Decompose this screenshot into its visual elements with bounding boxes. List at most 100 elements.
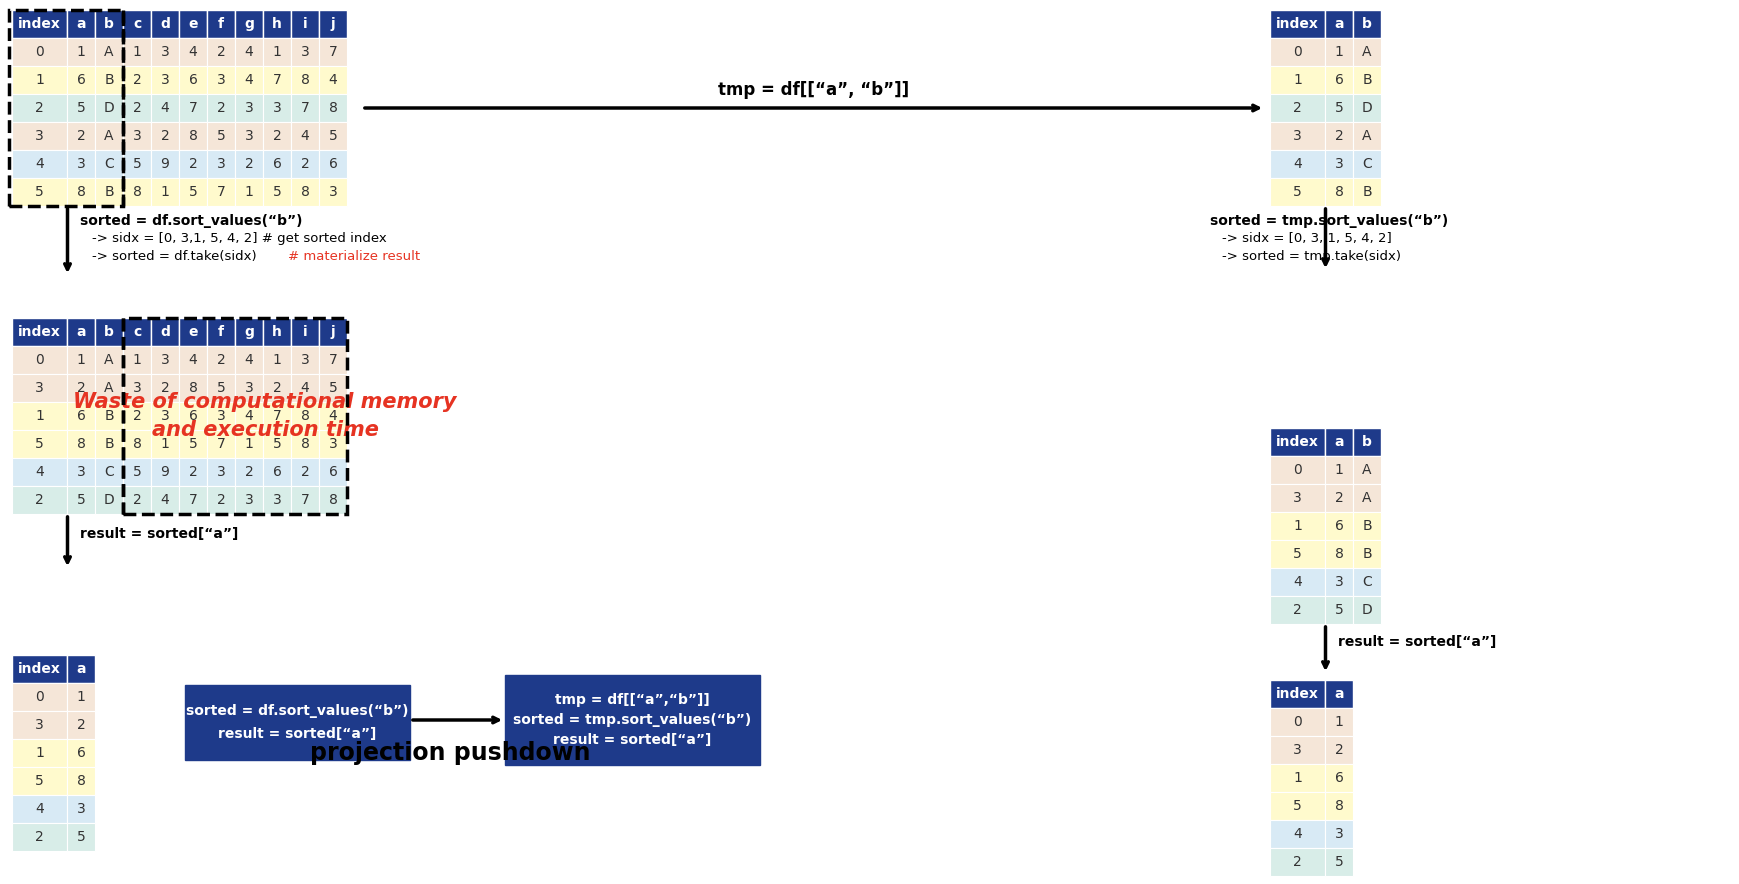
Bar (318, 38, 348, 66)
Bar (123, 94, 151, 122)
Bar (123, 346, 151, 374)
Text: 5: 5 (217, 129, 226, 143)
Text: b: b (1362, 435, 1372, 449)
Bar (184, 685, 410, 760)
Text: -> sidx = [0, 3, 1, 5, 4, 2]: -> sidx = [0, 3, 1, 5, 4, 2] (1223, 232, 1391, 245)
Bar (1353, 512, 1381, 540)
Text: a: a (1334, 687, 1344, 701)
Text: D: D (104, 493, 115, 507)
Text: 4: 4 (160, 101, 169, 115)
Bar (263, 94, 290, 122)
Text: b: b (104, 17, 115, 31)
Bar (1325, 66, 1353, 94)
Text: 4: 4 (329, 409, 337, 423)
Bar (12, 767, 68, 795)
Text: 6: 6 (188, 409, 198, 423)
Text: 3: 3 (245, 101, 254, 115)
Bar (12, 122, 68, 150)
Text: 2: 2 (35, 493, 43, 507)
Text: B: B (104, 185, 113, 199)
Bar (1325, 484, 1353, 512)
Bar (123, 150, 151, 178)
Bar (207, 402, 235, 430)
Text: 3: 3 (273, 101, 282, 115)
Text: 5: 5 (329, 129, 337, 143)
Bar (179, 38, 207, 66)
Text: 4: 4 (188, 353, 197, 367)
Text: 4: 4 (35, 802, 43, 816)
Bar (235, 402, 263, 430)
Text: index: index (17, 17, 61, 31)
Text: 8: 8 (188, 381, 198, 395)
Text: 1: 1 (77, 353, 85, 367)
Bar (12, 823, 68, 851)
Bar (1325, 150, 1353, 178)
Text: A: A (104, 129, 113, 143)
Bar (179, 66, 207, 94)
Text: 2: 2 (245, 157, 254, 171)
Bar (179, 178, 207, 206)
Text: e: e (188, 325, 198, 339)
Text: 3: 3 (132, 129, 141, 143)
Text: 2: 2 (188, 157, 197, 171)
Bar (151, 486, 179, 514)
Text: 5: 5 (77, 830, 85, 844)
Text: index: index (1276, 17, 1318, 31)
Bar (263, 150, 290, 178)
Bar (1353, 484, 1381, 512)
Text: 3: 3 (245, 381, 254, 395)
Bar (12, 318, 68, 346)
Text: 7: 7 (273, 73, 282, 87)
Bar (1353, 428, 1381, 456)
Text: D: D (1362, 101, 1372, 115)
Text: a: a (1334, 435, 1344, 449)
Bar (12, 10, 68, 38)
Text: 1: 1 (35, 73, 43, 87)
Text: 8: 8 (301, 185, 310, 199)
Text: 1: 1 (1294, 771, 1303, 785)
Bar (1269, 736, 1325, 764)
Bar (235, 486, 263, 514)
Text: 3: 3 (132, 381, 141, 395)
Bar (290, 430, 318, 458)
Text: c: c (132, 17, 141, 31)
Text: 3: 3 (77, 157, 85, 171)
Bar (12, 711, 68, 739)
Text: 2: 2 (1334, 129, 1343, 143)
Bar (207, 430, 235, 458)
Bar (207, 10, 235, 38)
Bar (123, 374, 151, 402)
Bar (1353, 10, 1381, 38)
Text: a: a (1334, 17, 1344, 31)
Bar (1325, 38, 1353, 66)
Bar (68, 486, 96, 514)
Bar (96, 486, 123, 514)
Text: 6: 6 (77, 73, 85, 87)
Bar (68, 66, 96, 94)
Bar (207, 178, 235, 206)
Text: result = sorted[“a”]: result = sorted[“a”] (219, 728, 377, 742)
Bar (318, 178, 348, 206)
Bar (207, 66, 235, 94)
Text: 8: 8 (132, 185, 141, 199)
Bar (318, 318, 348, 346)
Text: 3: 3 (35, 718, 43, 732)
Bar (318, 374, 348, 402)
Text: 8: 8 (301, 73, 310, 87)
Text: 5: 5 (1334, 101, 1343, 115)
Text: 5: 5 (132, 157, 141, 171)
Bar (1353, 66, 1381, 94)
Bar (68, 178, 96, 206)
Text: 6: 6 (329, 465, 337, 479)
Text: d: d (160, 17, 170, 31)
Bar (68, 711, 96, 739)
Bar (263, 374, 290, 402)
Text: 8: 8 (188, 129, 198, 143)
Bar (151, 38, 179, 66)
Text: d: d (160, 325, 170, 339)
Bar (96, 346, 123, 374)
Text: index: index (1276, 687, 1318, 701)
Text: 4: 4 (1294, 157, 1303, 171)
Bar (1353, 122, 1381, 150)
Text: 3: 3 (35, 129, 43, 143)
